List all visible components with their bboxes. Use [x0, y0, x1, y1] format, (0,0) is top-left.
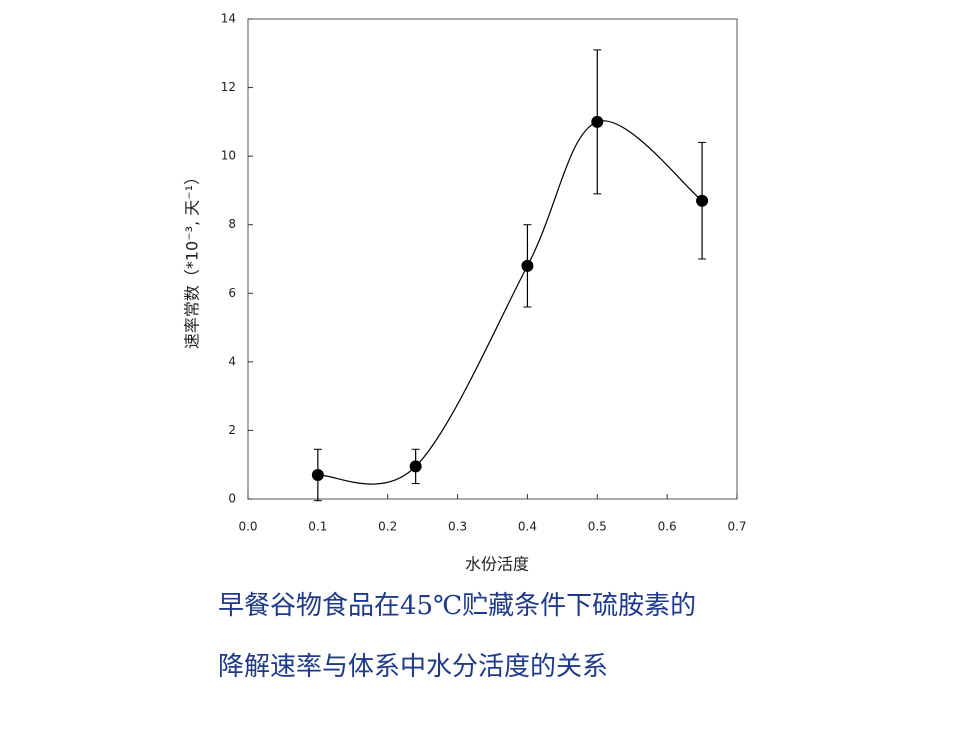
- y-tick-label: 0: [228, 492, 236, 506]
- x-tick-label: 0.7: [727, 520, 746, 534]
- x-tick-label: 0.6: [658, 520, 677, 534]
- y-tick-label: 8: [228, 217, 236, 231]
- caption-line: 早餐谷物食品在45℃贮藏条件下硫胺素的: [218, 591, 696, 621]
- y-tick-label: 2: [228, 423, 236, 437]
- data-point: [521, 259, 534, 272]
- data-point: [409, 460, 422, 473]
- y-axis-label: 速率常数（*10⁻³, 天⁻¹）: [183, 169, 202, 349]
- caption-line: 降解速率与体系中水分活度的关系: [218, 652, 608, 682]
- y-tick-label: 12: [221, 80, 236, 94]
- x-tick-label: 0.1: [308, 520, 327, 534]
- y-tick-label: 4: [228, 354, 236, 368]
- x-tick-label: 0.4: [518, 520, 537, 534]
- data-point: [311, 469, 324, 481]
- y-tick-label: 10: [221, 149, 236, 163]
- data-point: [696, 194, 709, 207]
- x-tick-label: 0.5: [588, 520, 607, 534]
- x-tick-label: 0.3: [448, 520, 467, 534]
- plot-frame: [247, 18, 738, 500]
- data-point: [591, 115, 604, 128]
- x-tick-label: 0.0: [238, 520, 257, 534]
- fit-curve: [317, 120, 703, 485]
- y-tick-label: 6: [228, 286, 236, 300]
- x-axis-label: 水份活度: [465, 555, 529, 574]
- x-tick-label: 0.2: [378, 520, 397, 534]
- y-tick-label: 14: [221, 12, 236, 26]
